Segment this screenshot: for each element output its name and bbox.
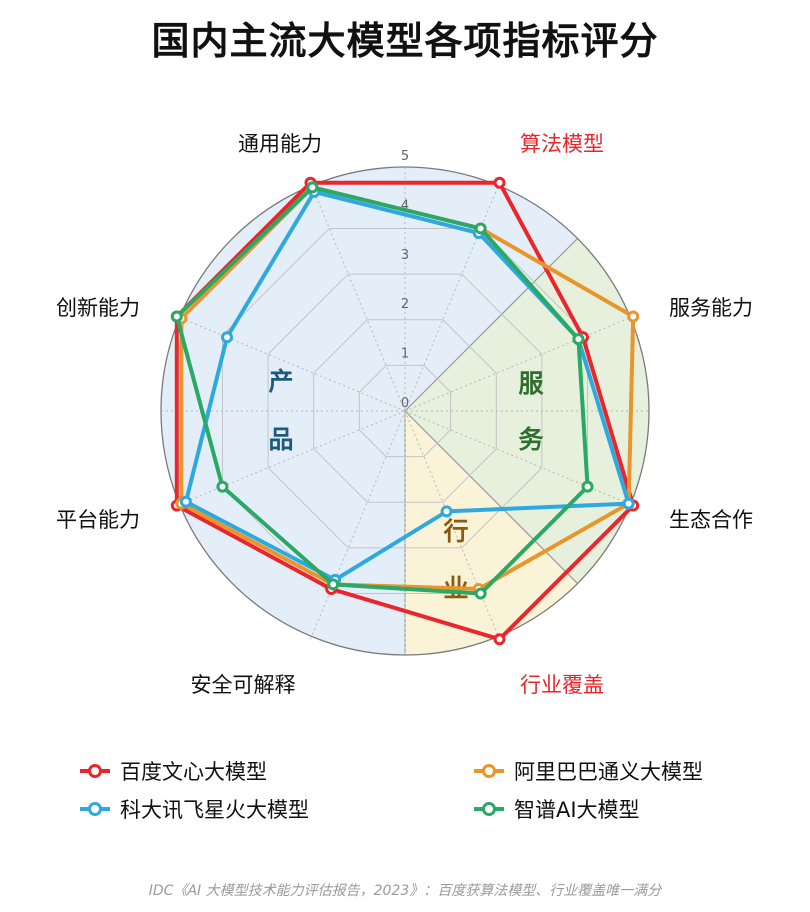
radar-grid bbox=[160, 166, 650, 656]
radar-series bbox=[170, 176, 640, 646]
source-footnote: IDC《AI 大模型技术能力评估报告，2023》：百度获算法模型、行业覆盖唯一满… bbox=[148, 883, 662, 899]
series-point bbox=[221, 331, 234, 344]
region-divider bbox=[404, 410, 578, 584]
legend-item[interactable]: 智谱AI大模型 bbox=[472, 794, 640, 824]
legend-marker-icon bbox=[80, 764, 110, 778]
axis-label: 通用能力 bbox=[238, 132, 322, 156]
axis-label: 服务能力 bbox=[669, 296, 753, 320]
legend-marker-icon bbox=[474, 802, 504, 816]
region-label: 产 bbox=[268, 367, 293, 396]
grid-spoke bbox=[404, 410, 500, 640]
legend-label: 阿里巴巴通义大模型 bbox=[514, 760, 703, 784]
tick-label: 0 bbox=[401, 396, 409, 411]
grid-spoke bbox=[404, 182, 500, 412]
tick-label: 4 bbox=[401, 198, 409, 213]
tick-label: 3 bbox=[401, 248, 409, 263]
tick-label: 2 bbox=[401, 297, 409, 312]
axis-label: 创新能力 bbox=[56, 296, 140, 320]
series-point bbox=[216, 480, 229, 493]
grid-spoke bbox=[310, 182, 406, 412]
axis-label: 平台能力 bbox=[56, 508, 140, 532]
series-point bbox=[474, 587, 487, 600]
region-label: 品 bbox=[268, 425, 293, 454]
series-point bbox=[327, 578, 340, 591]
region-label: 务 bbox=[518, 425, 543, 454]
legend-label: 科大讯飞星火大模型 bbox=[120, 798, 309, 822]
legend-label: 百度文心大模型 bbox=[120, 760, 267, 784]
legend-item[interactable]: 阿里巴巴通义大模型 bbox=[472, 756, 703, 786]
grid-ring bbox=[267, 273, 543, 549]
grid-spoke bbox=[404, 316, 634, 412]
grid-ring bbox=[313, 319, 497, 503]
series-point bbox=[474, 222, 487, 235]
legend-label: 智谱AI大模型 bbox=[514, 798, 640, 822]
series-group bbox=[170, 181, 594, 600]
series-point bbox=[440, 505, 453, 518]
tick-label: 5 bbox=[401, 149, 409, 164]
region-label: 服 bbox=[518, 369, 544, 398]
tick-labels: 0 1 2 3 4 5 bbox=[401, 149, 409, 411]
series-point bbox=[627, 310, 640, 323]
grid-spoke bbox=[404, 410, 634, 506]
legend-marker-icon bbox=[80, 802, 110, 816]
grid-ring bbox=[358, 364, 452, 458]
axis-label: 行业覆盖 bbox=[520, 673, 604, 697]
page-title: 国内主流大模型各项指标评分 bbox=[151, 19, 659, 63]
legend-item[interactable]: 科大讯飞星火大模型 bbox=[78, 794, 309, 824]
axis-label: 安全可解释 bbox=[191, 673, 296, 697]
grid-spoke bbox=[176, 316, 406, 412]
series-point bbox=[622, 497, 635, 510]
series-point bbox=[493, 633, 506, 646]
axis-label: 生态合作 bbox=[669, 508, 753, 532]
tick-label: 1 bbox=[401, 347, 409, 362]
series-point bbox=[170, 310, 183, 323]
grid-spoke bbox=[176, 410, 406, 506]
series-point bbox=[179, 495, 192, 508]
region-sector bbox=[160, 167, 578, 655]
axis-label: 算法模型 bbox=[520, 132, 604, 156]
series-point bbox=[581, 480, 594, 493]
legend-marker-icon bbox=[474, 764, 504, 778]
series-point bbox=[493, 176, 506, 189]
legend-item[interactable]: 百度文心大模型 bbox=[78, 756, 267, 786]
series-point bbox=[572, 333, 585, 346]
grid-spoke bbox=[310, 410, 406, 640]
region-label: 行 bbox=[442, 517, 468, 546]
series-point bbox=[306, 181, 319, 194]
